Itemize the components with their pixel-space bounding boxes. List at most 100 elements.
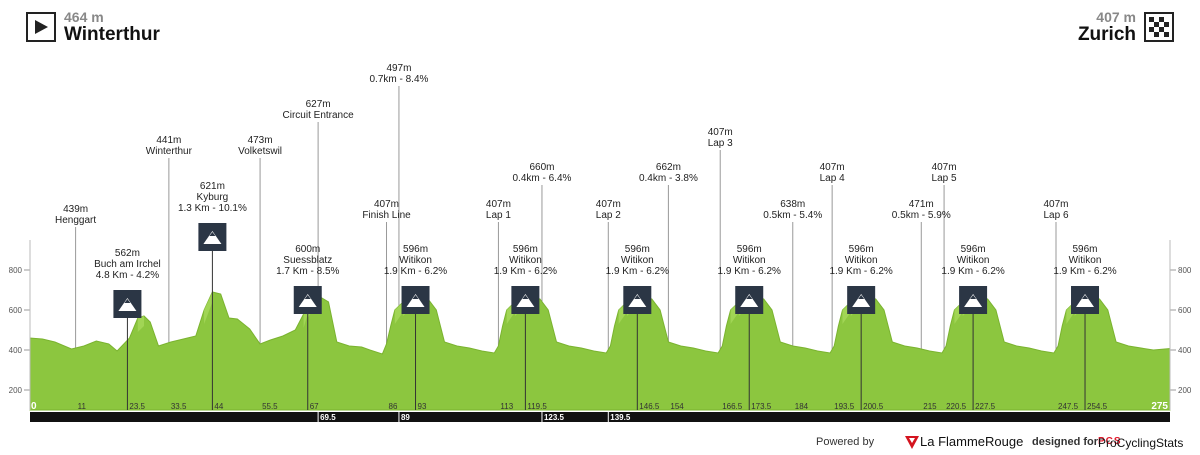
waypoint-label: 562m [115,248,140,259]
mountain-icon-peak [406,294,425,307]
x-tick-label: 254.5 [1087,402,1108,411]
elevation-profile-chart: 200 200 400 400 600 600 800 800 69.5 89 123.5 139.… [9,63,1192,422]
y-tick-label-left: 800 [9,266,23,275]
waypoint-label: 1.9 Km - 6.2% [1053,266,1116,277]
waypoint-label: 600m [295,244,320,255]
waypoint-label: 407m [596,199,621,210]
waypoint-label: Witikon [509,255,542,266]
waypoint-label: 407m [486,199,511,210]
waypoint-label: Winterthur [146,146,193,157]
waypoint-label: 1.9 Km - 6.2% [606,266,669,277]
waypoint-label: Lap 6 [1043,210,1068,221]
mountain-icon-snow [746,295,753,299]
waypoint-label: 407m [1043,199,1068,210]
finish-city: Zurich [1077,23,1136,45]
waypoint-label: 1.9 Km - 6.2% [718,266,781,277]
waypoint-label: Circuit Entrance [283,110,355,121]
x-tick-label: 146.5 [639,402,660,411]
distance-bar [30,412,1170,422]
waypoint-label: 660m [529,162,554,173]
waypoint-label: 1.9 Km - 6.2% [941,266,1004,277]
x-tick-label: 67 [310,402,319,411]
x-tick-label: 215 [923,402,937,411]
waypoint-label: 621m [200,181,225,192]
waypoint-label: 596m [737,244,762,255]
waypoint-label: 0.5km - 5.9% [892,210,951,221]
y-tick-label-right: 600 [1178,306,1192,315]
waypoint-label: Buch am Irchel [94,259,161,270]
designed-for-text: designed for [1032,436,1099,448]
waypoint-label: 596m [1073,244,1098,255]
mountain-icon-snow [1082,295,1089,299]
x-tick-label: 275 [1151,401,1168,412]
waypoint-label: 1.9 Km - 6.2% [494,266,557,277]
waypoint-label: Lap 5 [932,173,957,184]
waypoint-label: 1.9 Km - 6.2% [829,266,892,277]
waypoint-label: 441m [156,135,181,146]
mountain-icon-peak [118,298,137,311]
x-tick-label: 55.5 [262,402,278,411]
x-tick-label: 166.5 [722,402,743,411]
finish-header: 407 m Zurich [1078,10,1174,45]
mountain-icon-peak [740,294,759,307]
waypoint-label: 596m [849,244,874,255]
waypoint-label: 627m [306,99,331,110]
mountain-icon-snow [209,232,216,236]
waypoint-label: 596m [513,244,538,255]
waypoint-label: 407m [374,199,399,210]
waypoint-label: Witikon [845,255,878,266]
mountain-icon-peak [516,294,535,307]
waypoint-label: 1.9 Km - 6.2% [384,266,447,277]
y-tick-label-right: 400 [1178,346,1192,355]
x-tick-label: 247.5 [1058,402,1079,411]
start-header: 464 m Winterthur [26,10,160,45]
x-tick-label: 173.5 [751,402,772,411]
waypoint-label: 473m [248,135,273,146]
mountain-icon-snow [412,295,419,299]
waypoint-label: 596m [403,244,428,255]
mountain-icon-peak [852,294,871,307]
x-tick-label: 193.5 [834,402,855,411]
waypoint-label: 1.3 Km - 10.1% [178,203,247,214]
waypoint-label: Henggart [55,215,96,226]
waypoint-label: 638m [780,199,805,210]
waypoint-label: 0.7km - 8.4% [369,74,428,85]
x-tick-label: 220.5 [946,402,967,411]
waypoint-label: 471m [909,199,934,210]
x-tick-label: 11 [78,402,87,411]
waypoint-label: Kyburg [197,192,229,203]
x-tick-label: 33.5 [171,402,187,411]
waypoint-label: 407m [932,162,957,173]
waypoint-label: Finish Line [362,210,411,221]
climb-shade [204,292,213,324]
waypoint-label: 596m [625,244,650,255]
waypoint-label: 4.8 Km - 4.2% [96,270,159,281]
waypoint-label: Lap 2 [596,210,621,221]
x-tick-label: 184 [795,402,809,411]
mountain-icon-snow [304,295,311,299]
waypoint-label: Lap 4 [820,173,845,184]
y-tick-label-left: 200 [9,386,23,395]
x-tick-label: 154 [670,402,684,411]
mountain-icon-snow [858,295,865,299]
y-tick-label-right: 200 [1178,386,1192,395]
x-tick-label: 227.5 [975,402,996,411]
waypoint-label: 0.5km - 5.4% [763,210,822,221]
mountain-icon-snow [124,299,131,303]
mountain-icon-peak [298,294,317,307]
checkered-flag-icon [1144,12,1174,43]
waypoint-label: 0.4km - 3.8% [639,173,698,184]
waypoint-label: 497m [386,63,411,74]
y-tick-label-right: 800 [1178,266,1192,275]
mountain-icon-peak [203,231,222,244]
waypoint-label: 596m [961,244,986,255]
finish-altitude: 407 m [1096,9,1136,25]
waypoint-label: Lap 1 [486,210,511,221]
x-tick-label: 200.5 [863,402,884,411]
waypoint-label: Suessblatz [283,255,332,266]
waypoint-label: Witikon [1069,255,1102,266]
waypoint-label: Lap 3 [708,138,733,149]
bar-tick-label: 89 [401,413,410,422]
x-tick-label: 93 [418,402,427,411]
bar-tick-label: 69.5 [320,413,336,422]
